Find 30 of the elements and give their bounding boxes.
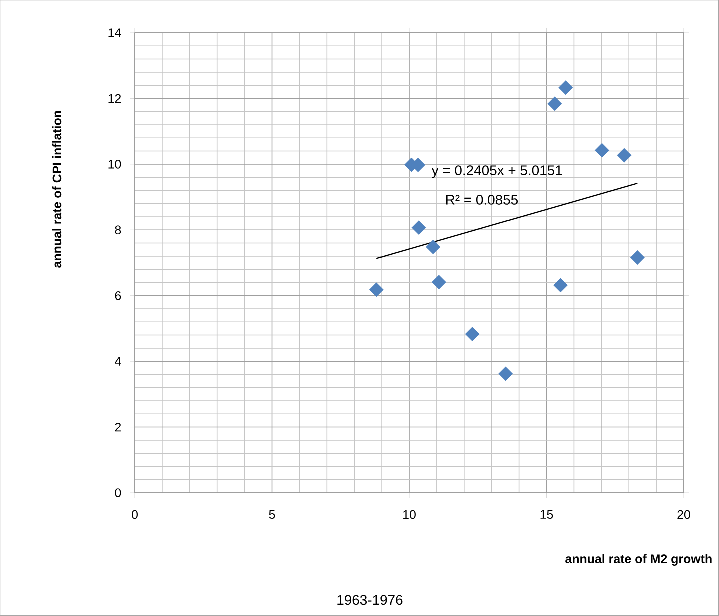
- y-tick-label: 6: [115, 291, 122, 300]
- y-tick-label: 0: [115, 488, 122, 498]
- y-tick-label: 10: [108, 160, 122, 169]
- y-tick-label: 14: [108, 28, 122, 38]
- point: [412, 220, 426, 236]
- text: 1963-1976: [338, 595, 403, 606]
- point: [426, 240, 441, 254]
- point: [558, 80, 574, 96]
- annotation: y = 0.2405x + 5.0151: [432, 166, 562, 178]
- x-tick-label: 0: [132, 510, 138, 520]
- y-tick-label: 4: [115, 357, 122, 366]
- point: [553, 278, 568, 293]
- point: [630, 250, 645, 266]
- y-axis-title: annual rate of CPI inflation: [52, 111, 62, 268]
- point: [617, 148, 632, 163]
- point: [548, 96, 562, 112]
- y-tick-label: 8: [115, 226, 122, 235]
- point: [594, 143, 610, 158]
- annotation: R² = 0.0855: [446, 195, 518, 205]
- y-tick-label: 12: [108, 94, 122, 104]
- point: [432, 275, 446, 290]
- y-tick-label: 2: [115, 422, 122, 432]
- x-tick-label: 10: [404, 510, 416, 520]
- x-tick-label: 15: [540, 510, 554, 520]
- x-tick-label: 5: [269, 510, 276, 520]
- point: [465, 327, 480, 342]
- x-axis-title: annual rate of M2 growth: [566, 554, 712, 566]
- point: [498, 366, 514, 382]
- point: [369, 282, 384, 298]
- x-tick-label: 20: [678, 510, 690, 520]
